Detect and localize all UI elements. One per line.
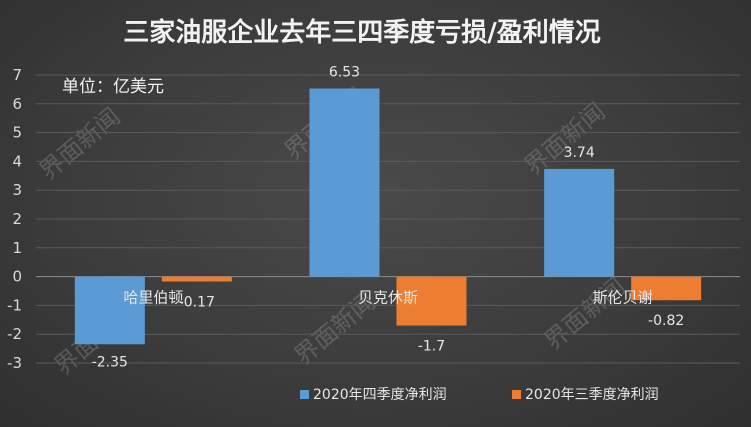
watermark-text: 界面新闻 bbox=[539, 272, 631, 355]
bar-series-1 bbox=[544, 168, 615, 277]
y-tick-label: -1 bbox=[7, 296, 22, 314]
grid-layer: -3 -2 -1 0 1 2 3 4 5 6 7 bbox=[7, 66, 740, 372]
y-tick-label: -3 bbox=[7, 354, 22, 372]
data-label: 6.53 bbox=[329, 65, 360, 81]
y-tick-label: 2 bbox=[12, 210, 22, 228]
watermark-text: 界面新闻 bbox=[519, 97, 611, 180]
y-tick-label: 1 bbox=[12, 239, 22, 257]
bar-series-2 bbox=[631, 276, 702, 301]
legend-swatch bbox=[300, 390, 309, 399]
legend-swatch bbox=[512, 390, 521, 399]
y-tick-label: 7 bbox=[12, 66, 22, 84]
y-tick-label: 5 bbox=[12, 124, 22, 142]
data-label: -0.82 bbox=[648, 313, 684, 329]
bars-layer bbox=[74, 88, 702, 345]
data-label: -0.17 bbox=[179, 294, 215, 310]
legend: 2020年四季度净利润 2020年三季度净利润 bbox=[300, 387, 659, 403]
category-label: 哈里伯顿 bbox=[123, 289, 183, 307]
unit-label: 单位：亿美元 bbox=[62, 77, 164, 97]
data-label: -2.35 bbox=[92, 354, 128, 370]
y-tick-label: 0 bbox=[12, 268, 22, 286]
watermark-text: 界面新闻 bbox=[34, 102, 126, 185]
y-tick-label: 4 bbox=[12, 152, 22, 170]
y-tick-label: -2 bbox=[7, 325, 22, 343]
data-label: 3.74 bbox=[564, 145, 595, 161]
category-label: 斯伦贝谢 bbox=[593, 289, 653, 307]
legend-label: 2020年三季度净利润 bbox=[525, 387, 659, 403]
bar-series-1 bbox=[309, 88, 380, 277]
y-tick-label: 3 bbox=[12, 181, 22, 199]
chart-title: 三家油服企业去年三四季度亏损/盈利情况 bbox=[123, 17, 601, 48]
bar-series-2 bbox=[161, 276, 232, 282]
bar-series-2 bbox=[396, 276, 467, 326]
bar-series-1 bbox=[74, 276, 145, 345]
data-label: -1.7 bbox=[418, 339, 445, 355]
legend-label: 2020年四季度净利润 bbox=[313, 387, 447, 403]
category-label: 贝克休斯 bbox=[358, 289, 418, 307]
y-tick-label: 6 bbox=[12, 95, 22, 113]
